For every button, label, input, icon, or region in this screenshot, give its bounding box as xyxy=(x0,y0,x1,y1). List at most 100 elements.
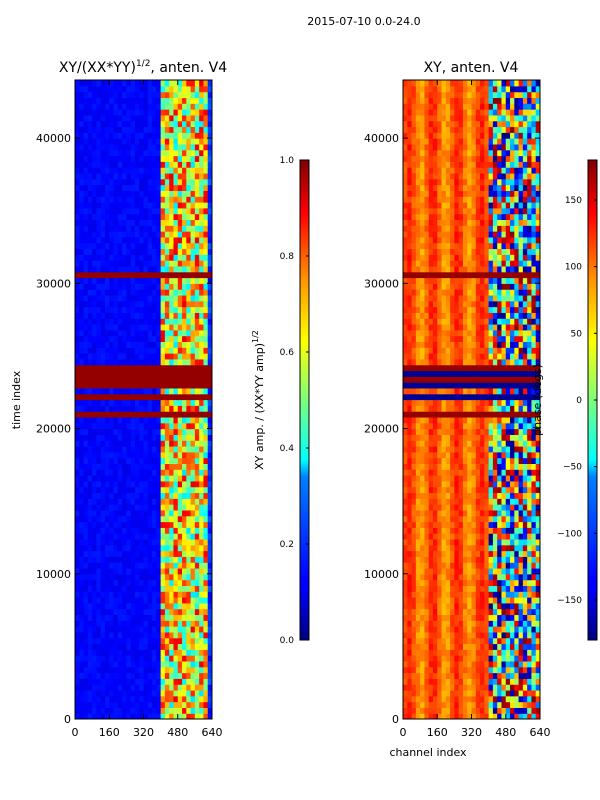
heatmap-cell xyxy=(454,672,460,679)
heatmap-cell xyxy=(450,573,455,581)
heatmap-cell xyxy=(424,492,430,499)
heatmap-cell xyxy=(411,486,417,494)
heatmap-cell xyxy=(531,713,537,719)
heatmap-cell xyxy=(156,678,162,685)
heatmap-cell xyxy=(492,567,498,575)
heatmap-cell xyxy=(420,492,426,499)
heatmap-cell xyxy=(182,509,187,517)
heatmap-cell xyxy=(510,608,515,616)
heatmap-cell xyxy=(113,120,119,128)
heatmap-cell xyxy=(104,370,110,377)
heatmap-cell xyxy=(505,463,511,470)
heatmap-cell xyxy=(190,405,196,412)
heatmap-cell xyxy=(432,544,438,552)
heatmap-cell xyxy=(535,684,540,691)
heatmap-cell xyxy=(104,457,110,464)
heatmap-cell xyxy=(100,353,106,360)
heatmap-cell xyxy=(113,504,119,511)
heatmap-cell xyxy=(147,416,153,424)
heatmap-cell xyxy=(203,184,209,191)
heatmap-cell xyxy=(113,254,119,261)
heatmap-cell xyxy=(518,469,524,476)
heatmap-cell xyxy=(207,201,212,209)
heatmap-cell xyxy=(96,143,102,151)
heatmap-cell xyxy=(143,538,149,546)
heatmap-cell xyxy=(92,597,98,604)
heatmap-cell xyxy=(475,492,481,499)
heatmap-cell xyxy=(130,126,136,133)
heatmap-cell xyxy=(100,655,106,662)
heatmap-cell xyxy=(173,469,179,476)
heatmap-cell xyxy=(79,405,85,412)
heatmap-cell xyxy=(432,562,438,569)
heatmap-cell xyxy=(117,341,123,348)
heatmap-cell xyxy=(407,631,413,639)
heatmap-cell xyxy=(126,457,132,464)
heatmap-cell xyxy=(497,562,503,569)
heatmap-cell xyxy=(514,707,520,714)
heatmap-cell xyxy=(160,265,166,273)
heatmap-cell xyxy=(190,242,196,250)
heatmap-cell xyxy=(104,492,110,499)
heatmap-cell xyxy=(203,608,209,616)
heatmap-cell xyxy=(147,225,153,232)
heatmap-cell xyxy=(122,602,127,610)
heatmap-cell xyxy=(480,480,485,488)
heatmap-cell xyxy=(126,393,132,401)
heatmap-cell xyxy=(522,620,528,627)
heatmap-cell xyxy=(182,515,187,523)
heatmap-cell xyxy=(194,550,200,557)
heatmap-cell xyxy=(75,637,80,645)
heatmap-cell xyxy=(458,614,464,621)
heatmap-cell xyxy=(143,155,149,162)
heatmap-cell xyxy=(177,277,183,284)
heatmap-cell xyxy=(445,492,451,499)
heatmap-cell xyxy=(505,562,511,569)
heatmap-cell xyxy=(160,323,166,331)
heatmap-cell xyxy=(411,527,417,534)
heatmap-cell xyxy=(113,533,119,540)
heatmap-cell xyxy=(182,370,187,377)
heatmap-cell xyxy=(475,626,481,633)
heatmap-cell xyxy=(83,451,89,459)
heatmap-cell xyxy=(104,219,110,226)
heatmap-cell xyxy=(130,109,136,116)
heatmap-cell xyxy=(156,689,162,697)
heatmap-cell xyxy=(505,573,511,581)
heatmap-cell xyxy=(454,562,460,569)
heatmap-cell xyxy=(475,579,481,586)
heatmap-cell xyxy=(87,80,93,87)
heatmap-cell xyxy=(143,620,149,627)
heatmap-cell xyxy=(207,713,212,719)
heatmap-cell xyxy=(122,689,127,697)
heatmap-cell xyxy=(505,608,511,616)
heatmap-cell xyxy=(160,300,166,308)
heatmap-cell xyxy=(415,597,421,604)
heatmap-cell xyxy=(497,567,503,575)
heatmap-cell xyxy=(497,521,503,528)
heatmap-cell xyxy=(177,672,183,679)
heatmap-cell xyxy=(199,353,205,360)
heatmap-cell xyxy=(126,184,132,191)
heatmap-cell xyxy=(194,451,200,459)
heatmap-cell xyxy=(104,649,110,656)
heatmap-cell xyxy=(177,201,183,209)
heatmap-cell xyxy=(152,707,157,714)
heatmap-cell xyxy=(143,387,149,395)
heatmap-cell xyxy=(203,695,209,703)
heatmap-cell xyxy=(152,498,157,505)
heatmap-cell xyxy=(432,567,438,575)
heatmap-cell xyxy=(535,597,540,604)
heatmap-cell xyxy=(505,701,511,708)
heatmap-cell xyxy=(505,591,511,598)
heatmap-cell xyxy=(203,451,209,459)
heatmap-cell xyxy=(501,562,507,569)
heatmap-cell xyxy=(164,463,170,470)
heatmap-cell xyxy=(87,213,93,221)
heatmap-cell xyxy=(143,149,149,157)
heatmap-cell xyxy=(130,91,136,99)
heatmap-cell xyxy=(480,684,485,691)
heatmap-cell xyxy=(87,440,93,447)
heatmap-cell xyxy=(488,538,494,546)
heatmap-cell xyxy=(92,329,98,337)
